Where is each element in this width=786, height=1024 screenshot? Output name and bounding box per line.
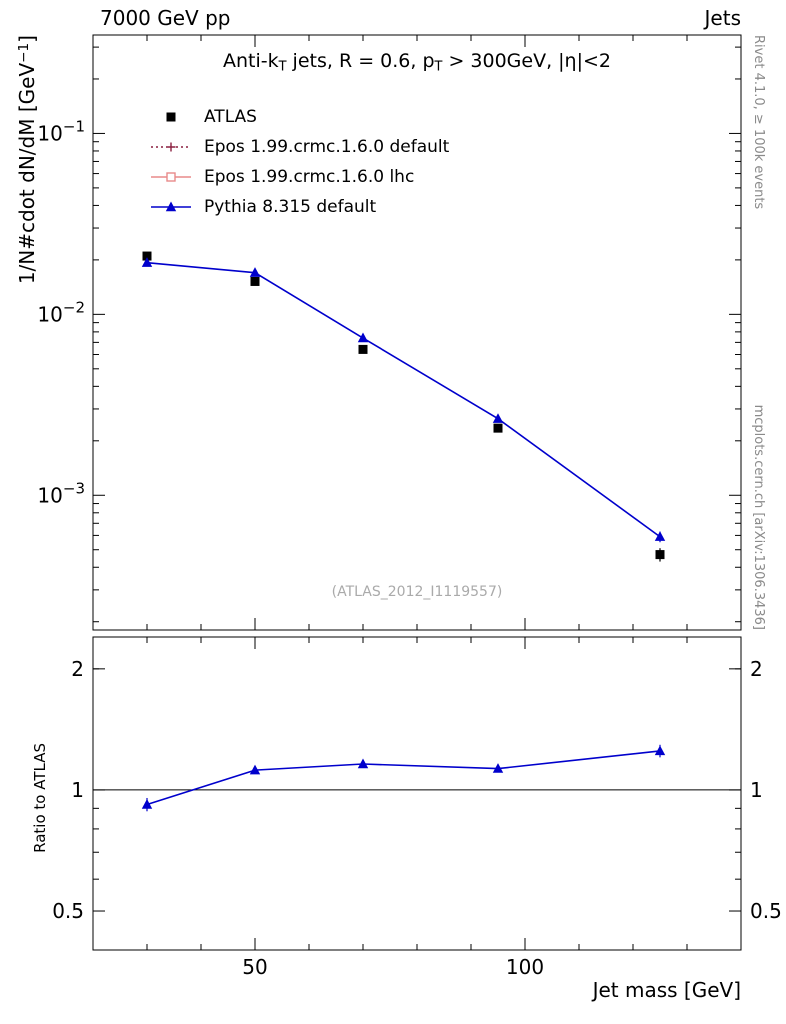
legend-item: Epos 1.99.crmc.1.6.0 default [148,132,449,162]
title-text-part: > 300GeV, |η|<2 [442,50,612,72]
axis-tick-labels: 50 100 10−3 10−2 10−1 0.5 0.5 1 1 2 2 [37,117,781,979]
analysis-id-watermark: (ATLAS_2012_I1119557) [331,584,503,600]
title-text-part: −1 [15,42,32,63]
title-text-part: T [278,59,287,75]
x-axis-title: Jet mass [GeV] [592,978,741,1002]
svg-text:10−2: 10−2 [37,298,85,326]
legend-item: Pythia 8.315 default [148,192,449,222]
series-pythia-8-315-default [141,744,666,812]
ratio-y-axis-title: Ratio to ATLAS [31,743,49,853]
legend-label: Pythia 8.315 default [204,197,377,217]
analysis-category-label: Jets [704,6,741,30]
title-text-part: 1/N#cdot dN/dM [GeV [15,62,39,285]
title-text-part: jets, R = 0.6, p [286,50,435,72]
svg-text:2: 2 [71,657,84,681]
axes [92,34,742,951]
rivet-version-label: Rivet 4.1.0, ≥ 100k events [751,35,766,210]
svg-text:1: 1 [71,778,84,802]
title-text-part: ] [15,35,39,43]
title-text-part: Anti-k [222,50,279,72]
legend-label: Epos 1.99.crmc.1.6.0 lhc [204,167,415,187]
legend: ATLAS Epos 1.99.crmc.1.6.0 default Epos 1.… [148,102,449,222]
legend-item: ATLAS [148,102,449,132]
svg-text:1: 1 [750,778,763,802]
series-pythia-8-315-default [141,257,666,543]
svg-text:50: 50 [242,955,267,979]
svg-text:10−1: 10−1 [37,117,85,145]
svg-text:0.5: 0.5 [52,899,84,923]
title-text-part: T [434,59,443,75]
svg-text:100: 100 [506,955,544,979]
legend-item: Epos 1.99.crmc.1.6.0 lhc [148,162,449,192]
y-axis-title: 1/N#cdot dN/dM [GeV−1] [15,35,39,284]
cross-open-legend-marker-icon [151,142,191,152]
svg-text:2: 2 [750,657,763,681]
square-filled-legend-marker-icon [166,112,176,122]
mcplots-citation-label: mcplots.cern.ch [arXiv:1306.3436] [751,404,766,630]
triangle-filled-legend-marker-icon [151,201,191,212]
data-series [93,251,741,812]
beam-energy-label: 7000 GeV pp [100,6,231,30]
series-atlas [142,251,665,562]
square-open-legend-marker-icon [151,172,191,182]
svg-text:0.5: 0.5 [750,899,782,923]
svg-text:10−3: 10−3 [37,479,85,507]
plot-title: Anti-kT jets, R = 0.6, pT > 300GeV, |η|<… [93,50,741,74]
legend-label: Epos 1.99.crmc.1.6.0 default [204,137,450,157]
legend-label: ATLAS [204,107,257,127]
